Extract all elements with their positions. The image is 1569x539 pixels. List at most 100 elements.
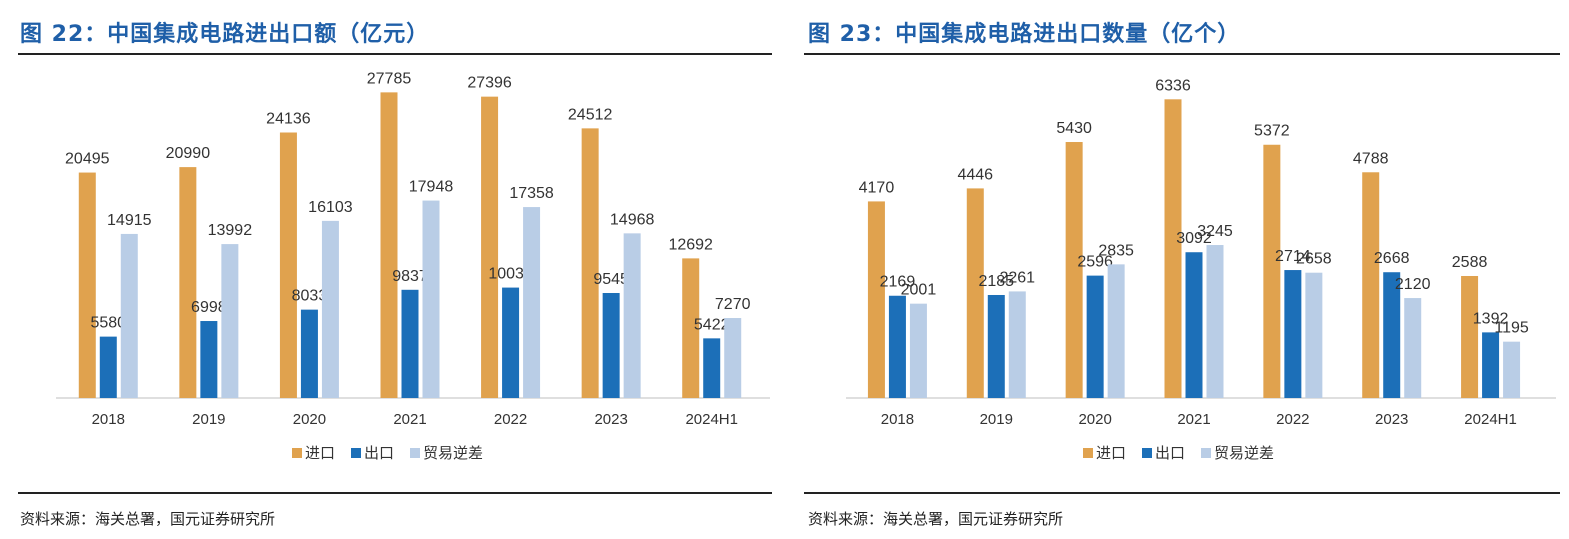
left-bar-export-2023 <box>602 293 620 398</box>
left-legend-label-balance: 贸易逆差 <box>423 444 483 462</box>
right-bar-export-2022 <box>1284 270 1302 398</box>
left-data-label-export-2018: 5580 <box>90 315 126 332</box>
left-top-rule <box>18 53 772 55</box>
right-data-label-import-2019: 4446 <box>957 166 993 183</box>
left-bar-balance-2020 <box>321 220 339 398</box>
right-data-label-import-2022: 5372 <box>1254 123 1290 140</box>
right-bar-balance-2018 <box>909 303 927 398</box>
left-legend-swatch-export <box>351 448 361 458</box>
left-bar-import-2022 <box>481 96 499 399</box>
right-data-label-balance-2024h1: 1195 <box>1494 320 1529 337</box>
right-x-tick-label-2019: 2019 <box>980 411 1013 428</box>
right-data-label-export-2024h1: 1392 <box>1473 310 1509 327</box>
left-bar-import-2023 <box>581 128 599 399</box>
right-x-tick-label-2023: 2023 <box>1375 411 1408 428</box>
left-bar-import-2024h1 <box>682 258 700 398</box>
right-legend-label-export: 出口 <box>1155 444 1185 462</box>
left-legend-label-export: 出口 <box>364 444 394 462</box>
right-bar-import-2022 <box>1263 144 1281 398</box>
left-bar-import-2018 <box>78 172 96 398</box>
right-x-tick-label-2020: 2020 <box>1078 411 1111 428</box>
left-data-label-import-2024h1: 12692 <box>668 236 713 253</box>
left-legend-swatch-balance <box>410 448 420 458</box>
right-bar-import-2021 <box>1164 99 1182 398</box>
left-bar-balance-2024h1 <box>724 318 742 398</box>
right-data-label-export-2018: 2169 <box>880 274 916 291</box>
right-bar-import-2024h1 <box>1461 275 1479 398</box>
right-data-label-import-2020: 5430 <box>1056 120 1092 137</box>
left-data-label-export-2021: 9837 <box>392 268 428 285</box>
right-data-label-balance-2019: 2261 <box>999 269 1035 286</box>
right-bar-balance-2019 <box>1008 291 1026 398</box>
right-data-label-export-2019: 2185 <box>978 273 1014 290</box>
left-x-tick-label-2023: 2023 <box>594 411 627 428</box>
right-top-rule <box>804 53 1560 55</box>
right-bar-balance-2021 <box>1206 245 1224 398</box>
right-bar-export-2019 <box>987 294 1005 398</box>
left-data-label-export-2023: 9545 <box>593 271 629 288</box>
right-data-label-import-2023: 4788 <box>1353 150 1389 167</box>
right-data-label-balance-2021: 3245 <box>1197 223 1233 240</box>
left-x-tick-label-2021: 2021 <box>393 411 426 428</box>
right-bar-export-2023 <box>1383 272 1401 398</box>
right-legend-label-import: 进口 <box>1096 444 1126 462</box>
left-bottom-rule <box>18 492 772 494</box>
right-legend-swatch-balance <box>1201 448 1211 458</box>
right-bar-export-2018 <box>888 295 906 398</box>
right-bar-balance-2020 <box>1107 264 1125 398</box>
right-data-label-import-2021: 6336 <box>1155 77 1191 94</box>
left-x-tick-label-2018: 2018 <box>92 411 125 428</box>
right-data-label-export-2021: 3092 <box>1176 230 1212 247</box>
right-data-label-import-2024h1: 2588 <box>1452 254 1488 271</box>
right-x-tick-label-2021: 2021 <box>1177 411 1210 428</box>
left-bar-import-2021 <box>380 92 398 399</box>
left-bar-chart: 20495 5580 14915 2018 20990 6998 13992 2019 2413… <box>56 70 770 462</box>
left-bar-export-2022 <box>502 287 520 398</box>
left-source-note: 资料来源：海关总署，国元证券研究所 <box>20 510 276 528</box>
left-bar-import-2020 <box>279 132 297 398</box>
right-data-label-export-2022: 2714 <box>1275 248 1311 265</box>
right-bar-export-2020 <box>1086 275 1104 398</box>
right-x-tick-label-2024h1: 2024H1 <box>1464 411 1517 428</box>
left-figure-title: 图 22：中国集成电路进出口额（亿元） <box>20 22 430 47</box>
right-figure-panel: 图 23：中国集成电路进出口数量（亿个） 4170 2169 2001 2018 444… <box>790 0 1569 539</box>
right-bar-balance-2022 <box>1305 272 1323 398</box>
right-x-tick-label-2018: 2018 <box>881 411 914 428</box>
left-data-label-export-2024h1: 5422 <box>694 316 730 333</box>
right-legend-label-balance: 贸易逆差 <box>1214 444 1274 462</box>
left-data-label-import-2018: 20495 <box>65 151 110 168</box>
left-data-label-balance-2022: 17358 <box>509 185 554 202</box>
right-source-note: 资料来源：海关总署，国元证券研究所 <box>808 510 1064 528</box>
left-bar-balance-2023 <box>623 233 641 398</box>
left-bar-balance-2022 <box>523 207 541 398</box>
right-legend-swatch-import <box>1083 448 1093 458</box>
right-bar-export-2021 <box>1185 252 1203 398</box>
left-bar-balance-2019 <box>221 244 239 398</box>
right-x-tick-label-2022: 2022 <box>1276 411 1309 428</box>
right-bar-import-2023 <box>1362 172 1380 398</box>
left-data-label-import-2020: 24136 <box>266 111 311 128</box>
right-bar-export-2024h1 <box>1482 332 1500 398</box>
right-data-label-balance-2020: 2835 <box>1098 242 1134 259</box>
right-bar-import-2020 <box>1065 142 1083 398</box>
left-bar-balance-2018 <box>120 233 138 398</box>
left-data-label-balance-2019: 13992 <box>208 222 253 239</box>
left-data-label-export-2019: 6998 <box>191 299 227 316</box>
left-x-tick-label-2024h1: 2024H1 <box>685 411 738 428</box>
right-legend-swatch-export <box>1142 448 1152 458</box>
left-data-label-import-2019: 20990 <box>166 145 211 162</box>
right-data-label-export-2020: 2596 <box>1077 254 1113 271</box>
left-data-label-import-2021: 27785 <box>367 70 412 87</box>
right-figure-title: 图 23：中国集成电路进出口数量（亿个） <box>808 22 1241 47</box>
left-x-tick-label-2022: 2022 <box>494 411 527 428</box>
left-data-label-import-2022: 27396 <box>467 75 512 92</box>
right-data-label-balance-2023: 2120 <box>1395 276 1431 293</box>
left-data-label-export-2022: 10038 <box>488 266 533 283</box>
left-data-label-balance-2018: 14915 <box>107 212 152 229</box>
left-data-label-export-2020: 8033 <box>292 288 328 305</box>
left-legend-swatch-import <box>292 448 302 458</box>
right-data-label-import-2018: 4170 <box>859 179 895 196</box>
left-x-tick-label-2019: 2019 <box>192 411 225 428</box>
right-bar-balance-2024h1 <box>1503 341 1521 398</box>
